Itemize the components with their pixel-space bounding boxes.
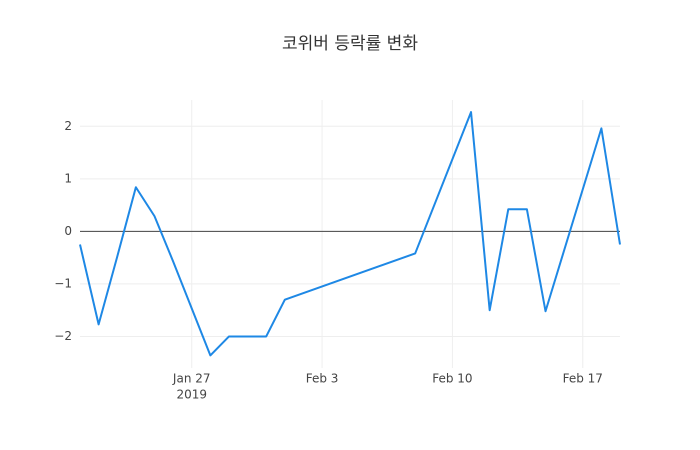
y-tick-label: 2 — [64, 119, 72, 133]
x-tick-label: Feb 10 — [432, 372, 472, 386]
x-tick-label: Jan 27 — [172, 372, 211, 386]
y-tick-label: −1 — [54, 276, 72, 290]
y-tick-label: 1 — [64, 171, 72, 185]
y-tick-label: 0 — [64, 224, 72, 238]
x-tick-label: Feb 17 — [563, 372, 603, 386]
chart-title: 코위버 등락률 변화 — [282, 34, 418, 54]
x-tick-sublabel: 2019 — [176, 388, 207, 402]
data-line — [79, 111, 621, 357]
y-tick-label: −2 — [54, 329, 72, 343]
x-tick-label: Feb 3 — [306, 372, 339, 386]
